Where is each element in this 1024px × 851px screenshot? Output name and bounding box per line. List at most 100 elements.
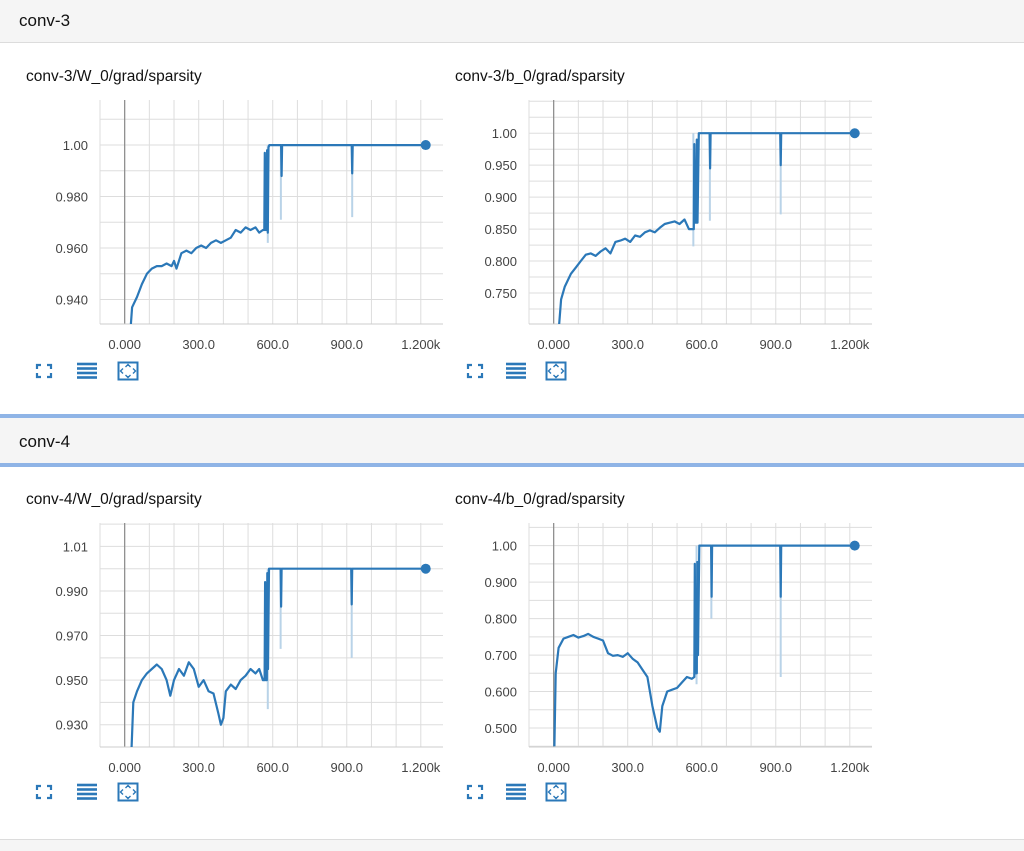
lines-icon — [76, 782, 98, 807]
expand-icon — [464, 782, 486, 807]
y-tick-label: 0.700 — [484, 648, 517, 663]
fit-domain-button[interactable] — [115, 782, 141, 807]
x-tick-label: 900.0 — [759, 337, 792, 352]
y-tick-label: 0.950 — [484, 158, 517, 173]
y-tick-label: 1.00 — [63, 138, 88, 153]
lines-icon — [76, 361, 98, 386]
expand-button[interactable] — [31, 783, 57, 805]
group-separator — [0, 414, 1024, 418]
y-tick-label: 0.950 — [55, 673, 88, 688]
x-tick-label: 600.0 — [256, 760, 289, 775]
grid — [99, 523, 443, 748]
fit-domain-button[interactable] — [115, 361, 141, 386]
lines-icon — [505, 361, 527, 386]
log-scale-button[interactable] — [503, 783, 529, 805]
y-tick-label: 0.990 — [55, 584, 88, 599]
y-tick-label: 0.750 — [484, 286, 517, 301]
chart-card: conv-4/b_0/grad/sparsity 0.500 0.600 0.700… — [455, 491, 895, 851]
expand-icon — [33, 361, 55, 386]
grid — [528, 100, 872, 324]
fit-domain-button[interactable] — [543, 361, 569, 386]
fit-icon — [545, 782, 567, 807]
x-tick-label: 900.0 — [330, 337, 363, 352]
expand-button[interactable] — [31, 362, 57, 384]
x-tick-label: 600.0 — [685, 337, 718, 352]
series-line — [558, 132, 855, 324]
x-tick-label: 900.0 — [759, 760, 792, 775]
group-body-conv-4 — [0, 467, 1024, 840]
y-tick-label: 1.00 — [492, 539, 517, 554]
y-tick-label: 0.600 — [484, 685, 517, 700]
chart-card: conv-3/b_0/grad/sparsity 0.750 0.800 0.850… — [455, 68, 895, 428]
expand-button[interactable] — [462, 783, 488, 805]
y-tick-label: 0.900 — [484, 575, 517, 590]
log-scale-button[interactable] — [74, 362, 100, 384]
x-tick-label: 1.200k — [401, 760, 441, 775]
grid — [99, 100, 443, 324]
chart-title: conv-4/b_0/grad/sparsity — [455, 491, 625, 508]
lines-icon — [505, 782, 527, 807]
x-tick-label: 0.000 — [537, 337, 570, 352]
x-tick-label: 0.000 — [108, 760, 141, 775]
series-group — [553, 544, 855, 747]
expand-icon — [33, 782, 55, 807]
chart-svg[interactable]: 0.750 0.800 0.850 0.900 0.950 1.00 0.000 300.0 6… — [455, 68, 895, 368]
y-tick-label: 0.930 — [55, 718, 88, 733]
fit-icon — [117, 782, 139, 807]
series-group — [129, 144, 426, 324]
chart-card: conv-4/W_0/grad/sparsity 0.930 0.950 0.970… — [26, 491, 466, 851]
series-line — [553, 544, 855, 747]
y-tick-label: 0.970 — [55, 629, 88, 644]
y-tick-label: 0.960 — [55, 241, 88, 256]
x-tick-label: 600.0 — [685, 760, 718, 775]
log-scale-button[interactable] — [74, 783, 100, 805]
expand-icon — [464, 361, 486, 386]
chart-title: conv-3/W_0/grad/sparsity — [26, 68, 202, 85]
y-tick-label: 1.00 — [492, 126, 517, 141]
y-tick-label: 0.800 — [484, 254, 517, 269]
y-tick-label: 0.940 — [55, 293, 88, 308]
x-tick-label: 0.000 — [108, 337, 141, 352]
x-tick-label: 600.0 — [256, 337, 289, 352]
y-tick-label: 0.850 — [484, 222, 517, 237]
series-line — [130, 567, 426, 747]
chart-card: conv-3/W_0/grad/sparsity 0.940 0.960 0.980… — [26, 68, 466, 428]
y-tick-label: 0.980 — [55, 190, 88, 205]
x-tick-label: 300.0 — [611, 337, 644, 352]
group-header-conv-3[interactable]: conv-3 — [0, 0, 1024, 42]
chart-svg[interactable]: 0.500 0.600 0.700 0.800 0.900 1.00 0.000 300.0 6… — [455, 491, 895, 791]
series-end-point — [849, 540, 860, 551]
chart-svg[interactable]: 0.940 0.960 0.980 1.00 0.000 300.0 600.0 900.0 1… — [26, 68, 466, 368]
chart-title: conv-3/b_0/grad/sparsity — [455, 68, 625, 85]
series-end-point — [849, 128, 860, 139]
series-end-point — [420, 563, 431, 574]
group-title: conv-3 — [19, 11, 71, 30]
y-tick-label: 1.01 — [63, 539, 88, 554]
series-line — [129, 144, 426, 324]
x-tick-label: 0.000 — [537, 760, 570, 775]
series-end-point — [420, 140, 431, 151]
group-separator — [0, 463, 1024, 467]
y-tick-label: 0.900 — [484, 190, 517, 205]
group-title: conv-4 — [19, 432, 71, 451]
series-group — [130, 567, 426, 747]
series-group — [558, 132, 855, 324]
log-scale-button[interactable] — [503, 362, 529, 384]
grid — [528, 523, 872, 747]
x-tick-label: 1.200k — [401, 337, 441, 352]
expand-button[interactable] — [462, 362, 488, 384]
fit-icon — [117, 361, 139, 386]
x-tick-label: 900.0 — [330, 760, 363, 775]
y-tick-label: 0.800 — [484, 612, 517, 627]
chart-title: conv-4/W_0/grad/sparsity — [26, 491, 202, 508]
chart-svg[interactable]: 0.930 0.950 0.970 0.990 1.01 0.000 300.0 600.0 9… — [26, 491, 466, 791]
x-tick-label: 1.200k — [830, 337, 870, 352]
x-tick-label: 300.0 — [182, 337, 215, 352]
group-header-conv-4[interactable]: conv-4 — [0, 419, 1024, 463]
x-tick-label: 1.200k — [830, 760, 870, 775]
fit-icon — [545, 361, 567, 386]
x-tick-label: 300.0 — [611, 760, 644, 775]
x-tick-label: 300.0 — [182, 760, 215, 775]
y-tick-label: 0.500 — [484, 721, 517, 736]
fit-domain-button[interactable] — [543, 782, 569, 807]
